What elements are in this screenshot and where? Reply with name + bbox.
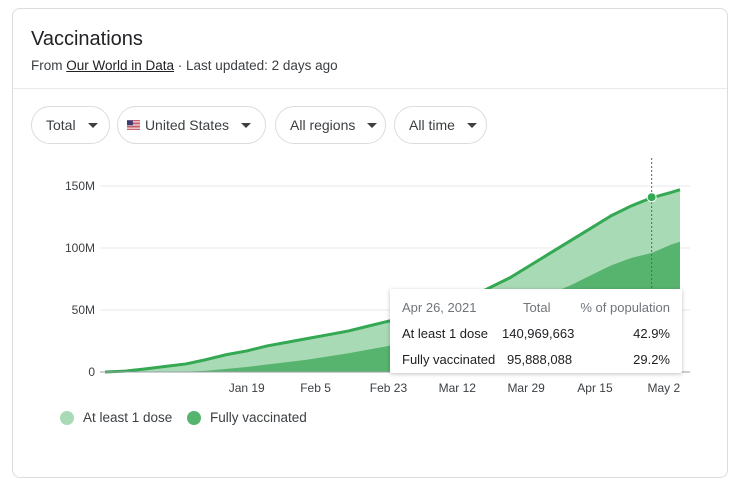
- source-link[interactable]: Our World in Data: [66, 58, 175, 73]
- y-tick-label: 100M: [65, 241, 95, 255]
- legend-item[interactable]: Fully vaccinated: [187, 410, 307, 425]
- tooltip-row-label: At least 1 dose: [402, 326, 488, 341]
- x-tick-label: Mar 29: [507, 381, 545, 395]
- region-dropdown[interactable]: All regions: [275, 106, 386, 144]
- hover-point: [646, 192, 657, 203]
- x-tick-label: Apr 15: [577, 381, 613, 395]
- caret-down-icon: [87, 122, 98, 128]
- tooltip-col-total: Total: [523, 300, 551, 315]
- y-tick-label: 50M: [72, 303, 95, 317]
- region-dropdown-label: All regions: [290, 117, 356, 133]
- source-prefix: From: [31, 58, 67, 73]
- legend-item[interactable]: At least 1 dose: [60, 410, 172, 425]
- legend-label: Fully vaccinated: [210, 410, 307, 425]
- tooltip-row-label: Fully vaccinated: [402, 352, 496, 367]
- x-tick-label: Jan 19: [229, 381, 265, 395]
- legend-label: At least 1 dose: [83, 410, 173, 425]
- metric-dropdown[interactable]: Total: [31, 106, 110, 144]
- y-tick-label: 0: [88, 365, 95, 379]
- us-flag-icon: [127, 120, 140, 130]
- last-updated: · Last updated: 2 days ago: [174, 58, 338, 73]
- caret-down-icon: [466, 122, 477, 128]
- tooltip-row-total: 140,969,663: [502, 326, 575, 341]
- country-dropdown[interactable]: United States: [117, 106, 266, 144]
- x-tick-label: Feb 23: [370, 381, 408, 395]
- x-tick-label: Mar 12: [439, 381, 477, 395]
- tooltip-date: Apr 26, 2021: [402, 300, 477, 315]
- x-tick-label: Feb 5: [300, 381, 331, 395]
- card-header: Vaccinations From Our World in Data · La…: [13, 9, 727, 89]
- card-title: Vaccinations: [31, 28, 143, 50]
- tooltip-row-pct: 42.9%: [633, 326, 670, 341]
- hover-tooltip: Apr 26, 2021 Total % of population At le…: [390, 289, 682, 373]
- caret-down-icon: [367, 122, 378, 128]
- time-range-dropdown-label: All time: [409, 117, 455, 133]
- caret-down-icon: [241, 122, 251, 128]
- tooltip-row-pct: 29.2%: [633, 352, 670, 367]
- legend-swatch: [187, 410, 201, 425]
- legend-swatch: [60, 410, 74, 425]
- metric-dropdown-label: Total: [46, 117, 76, 133]
- tooltip-col-pct: % of population: [580, 300, 670, 315]
- x-tick-label: May 2: [647, 381, 680, 395]
- source-line: From Our World in Data · Last updated: 2…: [31, 58, 338, 73]
- tooltip-row-total: 95,888,088: [507, 352, 573, 367]
- country-dropdown-label: United States: [144, 117, 229, 133]
- y-tick-label: 150M: [65, 179, 95, 193]
- time-range-dropdown[interactable]: All time: [394, 106, 487, 144]
